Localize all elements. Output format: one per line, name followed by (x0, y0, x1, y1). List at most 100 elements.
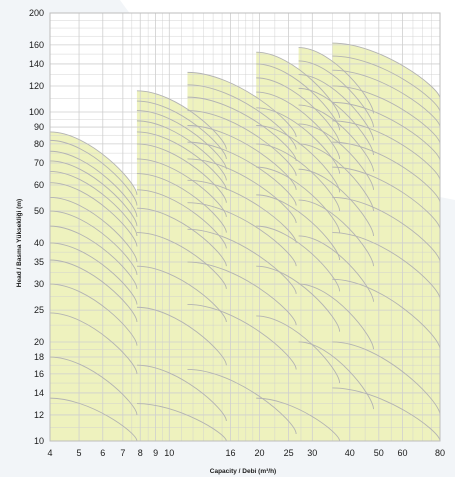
x-tick-label: 40 (345, 448, 355, 458)
x-tick-label: 25 (284, 448, 294, 458)
x-tick-label: 16 (225, 448, 235, 458)
y-axis-title: Head / Basma Yüksekliği (m) (16, 199, 23, 287)
performance-curve (49, 170, 138, 237)
x-tick-label: 5 (77, 448, 82, 458)
x-tick-label: 50 (374, 448, 384, 458)
performance-curve (49, 242, 138, 305)
performance-curve (136, 110, 227, 170)
performance-curve (49, 312, 138, 374)
performance-curve (298, 74, 374, 141)
performance-curve (256, 397, 341, 442)
performance-curve (298, 87, 374, 156)
performance-curve (332, 85, 441, 145)
performance-curve (136, 173, 227, 233)
performance-curve (136, 306, 227, 366)
performance-curve (332, 120, 441, 181)
plot-frame (49, 12, 441, 442)
performance-curve (187, 125, 297, 190)
performance-curve (49, 139, 138, 206)
performance-curve (49, 397, 138, 442)
performance-curve (256, 225, 341, 292)
performance-curve (187, 369, 297, 435)
y-tick-label: 30 (34, 279, 44, 289)
performance-curve (332, 232, 441, 300)
x-tick-label: 80 (435, 448, 445, 458)
x-tick-label: 60 (398, 448, 408, 458)
y-tick-label: 70 (34, 158, 44, 168)
x-tick-label: 7 (120, 448, 125, 458)
performance-curve (332, 69, 441, 128)
y-tick-label: 60 (34, 180, 44, 190)
performance-curve (332, 278, 441, 350)
performance-curve (187, 141, 297, 206)
y-tick-label: 35 (34, 257, 44, 267)
performance-curve (136, 131, 227, 190)
y-tick-label: 14 (34, 388, 44, 398)
y-tick-label: 20 (34, 337, 44, 347)
performance-curve (332, 166, 441, 230)
performance-curve (298, 199, 374, 267)
x-tick-label: 20 (255, 448, 265, 458)
y-tick-label: 50 (34, 206, 44, 216)
performance-curve (49, 196, 138, 263)
performance-curve (256, 194, 341, 261)
performance-curve (332, 141, 441, 203)
performance-curve (298, 47, 374, 114)
y-tick-label: 140 (29, 59, 44, 69)
performance-curve (298, 283, 374, 350)
y-tick-labels: 10 12 14 16 18 20 25 30 35 40 50 60 70 80 90 100 120 140 1… (29, 8, 44, 446)
grid-layer (50, 13, 440, 441)
performance-curve (136, 403, 227, 442)
regions-layer (50, 13, 440, 442)
performance-curve (49, 283, 138, 346)
x-tick-label: 9 (153, 448, 158, 458)
performance-curve (332, 387, 441, 442)
y-tick-label: 200 (29, 8, 44, 18)
performance-curve (332, 101, 441, 162)
y-tick-label: 120 (29, 81, 44, 91)
performance-curve (187, 202, 297, 267)
y-tick-label: 80 (34, 139, 44, 149)
performance-curve (136, 364, 227, 422)
performance-curve (332, 42, 441, 99)
performance-curve (49, 210, 138, 275)
performance-curve (298, 235, 374, 302)
y-tick-label: 10 (34, 436, 44, 446)
performance-curve (187, 84, 297, 150)
performance-curve (187, 71, 297, 138)
performance-curve (136, 265, 227, 323)
performance-curve (187, 96, 297, 162)
performance-curve (298, 143, 374, 212)
performance-curve (49, 131, 138, 195)
x-tick-labels: 4 5 6 7 8 9 10 16 20 25 30 40 50 60 80 (47, 448, 445, 458)
performance-curve (187, 261, 297, 326)
performance-curve (136, 143, 227, 203)
performance-curve (187, 158, 297, 224)
x-tick-label: 8 (138, 448, 143, 458)
performance-curve (298, 168, 374, 237)
performance-curve (298, 104, 374, 172)
performance-curve (298, 123, 374, 190)
y-tick-label: 40 (34, 238, 44, 248)
performance-curve (49, 150, 138, 217)
x-tick-label: 10 (164, 448, 174, 458)
performance-curve (298, 60, 374, 128)
x-tick-label: 30 (307, 448, 317, 458)
performance-curve (256, 125, 341, 193)
performance-curve (136, 207, 227, 267)
performance-curve (136, 90, 227, 150)
y-tick-label: 160 (29, 40, 44, 50)
y-tick-label: 12 (34, 410, 44, 420)
performance-curve (187, 179, 297, 244)
y-tick-label: 90 (34, 122, 44, 132)
performance-curve (256, 143, 341, 212)
performance-curve (49, 182, 138, 247)
performance-curve (49, 225, 138, 289)
performance-curve (187, 110, 297, 176)
performance-curve (49, 259, 138, 323)
performance-curve (332, 55, 441, 113)
y-tick-label: 18 (34, 352, 44, 362)
performance-curve (256, 77, 341, 144)
y-tick-label: 25 (34, 305, 44, 315)
